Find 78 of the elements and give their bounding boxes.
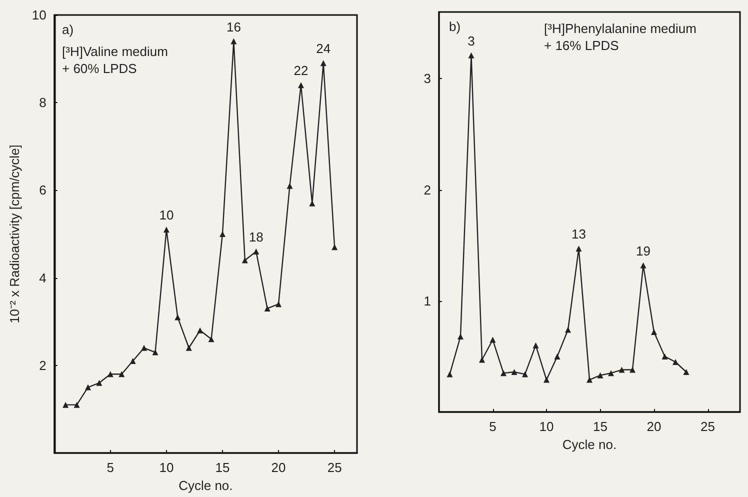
annotation: [³H]Phenylalanine medium [544, 21, 696, 36]
annotation: 24 [316, 41, 331, 56]
point [253, 248, 260, 255]
x-tick-label: 10 [539, 419, 554, 434]
y-tick-label: 4 [39, 270, 46, 286]
point [320, 60, 326, 66]
annotation: b) [449, 19, 461, 34]
y-tick-label: 6 [39, 182, 46, 198]
y-tick-label: 8 [39, 95, 46, 110]
annotation: 13 [572, 226, 586, 242]
y-tick-label: 2 [39, 358, 46, 373]
point [96, 380, 102, 386]
point [532, 342, 539, 348]
x-tick-label: 25 [327, 460, 342, 475]
x-axis-title: Cycle no. [178, 478, 233, 493]
x-tick-label: 5 [489, 419, 496, 434]
point [230, 38, 237, 44]
point [511, 369, 518, 375]
point [62, 402, 69, 408]
y-axis-title: 10⁻² x Radioactivity [cpm/cycle] [7, 144, 22, 324]
point [298, 82, 304, 88]
x-tick-label: 10 [159, 460, 174, 475]
point [186, 344, 192, 351]
annotation: a) [62, 22, 74, 37]
x-tick-label: 20 [271, 460, 286, 475]
point [208, 336, 214, 342]
y-tick-label: 1 [424, 293, 431, 308]
point [544, 376, 550, 383]
point [608, 370, 614, 376]
point [174, 314, 181, 320]
annotation: [³H]Valine medium [62, 44, 168, 59]
point [264, 305, 270, 312]
point [107, 371, 114, 378]
point [163, 226, 170, 233]
point [468, 52, 474, 58]
point [141, 344, 148, 351]
point [554, 353, 560, 360]
point [522, 371, 528, 378]
point [242, 257, 248, 264]
point [586, 376, 592, 383]
point [640, 262, 646, 268]
annotation: 10 [159, 208, 174, 223]
x-tick-label: 20 [646, 419, 662, 434]
annotation: + 60% LPDS [62, 61, 138, 76]
x-tick-label: 5 [106, 460, 114, 475]
point [84, 384, 91, 390]
annotation: 16 [226, 19, 241, 34]
point [630, 366, 636, 373]
x-tick-label: 25 [700, 419, 715, 434]
y-tick-label: 3 [424, 71, 431, 86]
x-tick-label: 15 [215, 460, 230, 475]
annotation: + 16% LPDS [544, 38, 620, 53]
point [662, 353, 668, 360]
point [219, 231, 226, 237]
point [197, 327, 204, 334]
point [618, 366, 625, 373]
point [446, 371, 453, 378]
annotation: 19 [636, 243, 650, 258]
point [74, 402, 80, 408]
point [490, 336, 496, 343]
point [500, 370, 506, 376]
x-tick-label: 15 [593, 419, 608, 434]
point [651, 329, 657, 335]
annotation: 18 [248, 230, 264, 245]
annotation: 3 [468, 33, 475, 48]
x-axis-title: Cycle no. [562, 437, 617, 452]
y-tick-label: 2 [424, 182, 431, 198]
point [565, 326, 571, 333]
point [118, 371, 125, 378]
point [672, 359, 678, 365]
point [130, 358, 136, 364]
annotation: 22 [294, 63, 308, 78]
point [152, 349, 158, 356]
y-tick-label: 10 [32, 8, 46, 22]
point [576, 246, 582, 252]
point [597, 372, 604, 378]
point [683, 369, 690, 375]
point [276, 301, 282, 308]
